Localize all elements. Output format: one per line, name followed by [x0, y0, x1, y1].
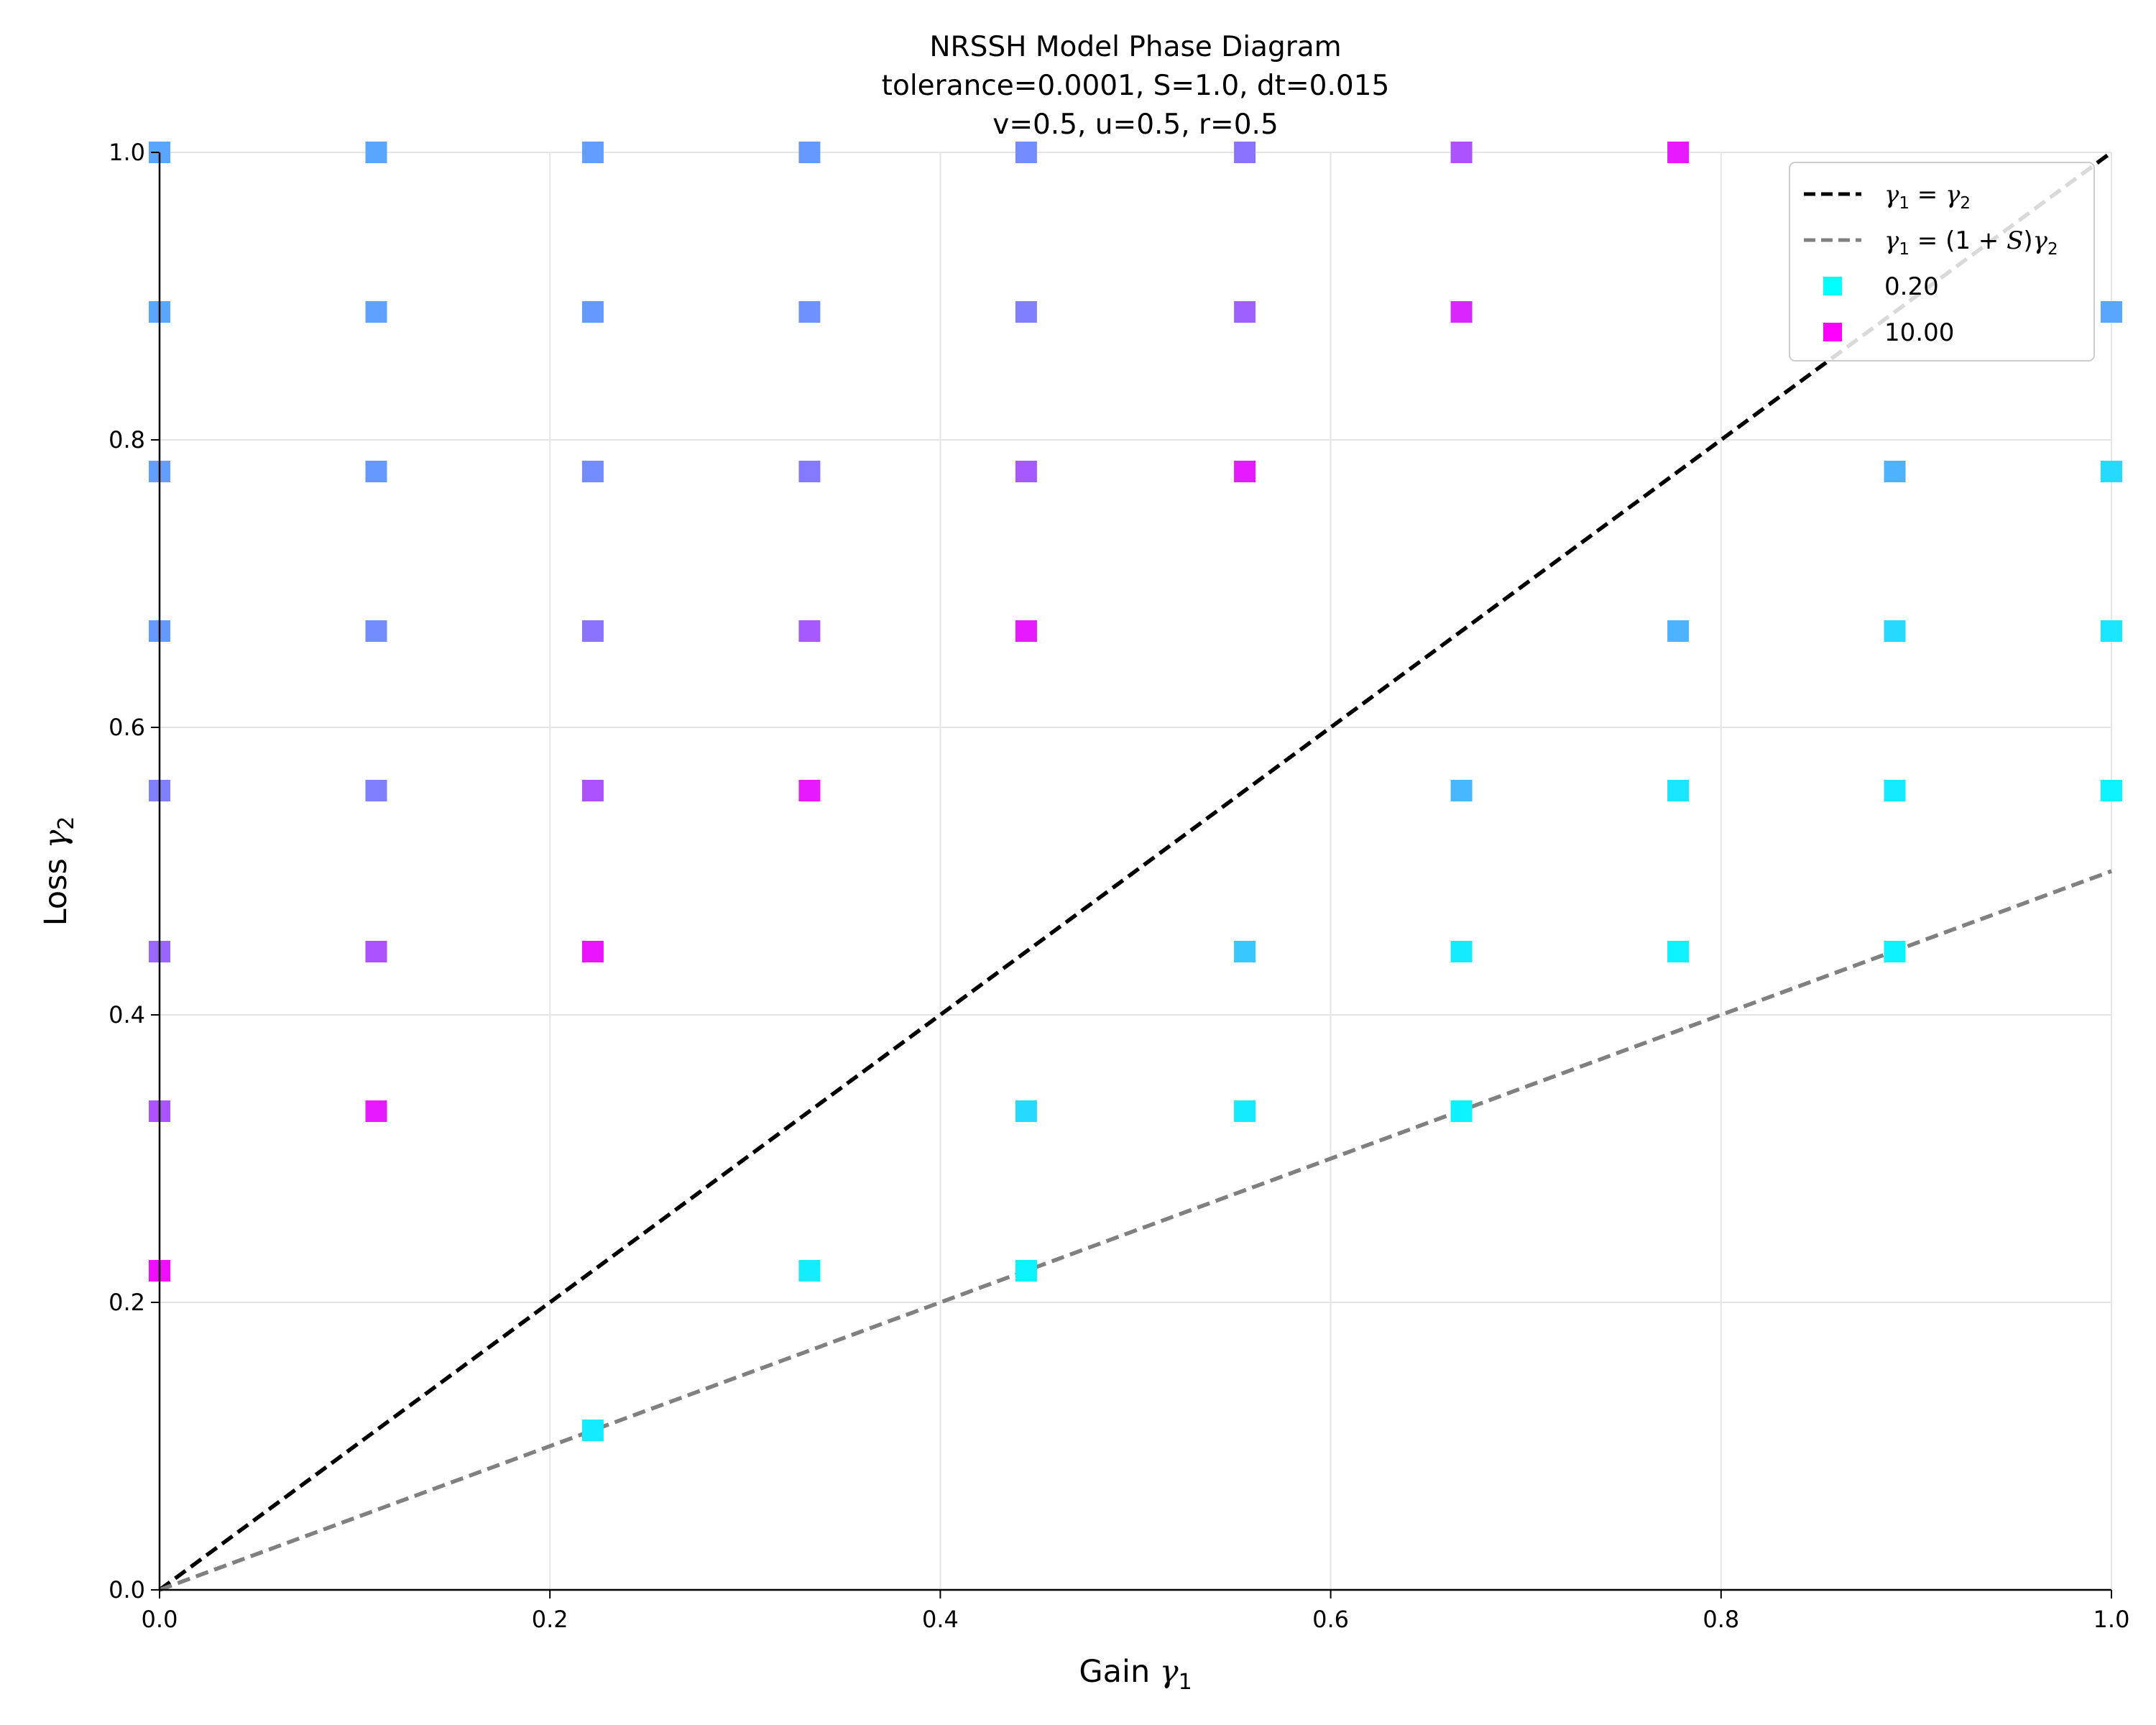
data-point: [1234, 301, 1256, 323]
data-point: [1884, 780, 1906, 801]
data-point: [2101, 301, 2122, 323]
data-point: [1667, 142, 1690, 163]
data-point: [365, 301, 387, 323]
legend: γ1 = γ2 γ1 = (1 + S)γ2 0.20 10.00: [1789, 162, 2095, 362]
data-point: [798, 461, 821, 482]
data-point: [1234, 1100, 1256, 1122]
line-gamma1-equals-gamma2: [158, 150, 2113, 1592]
x-tick-label: 0.6: [1312, 1606, 1349, 1633]
y-axis-label: Loss γ2: [38, 816, 79, 926]
legend-label-scaled: γ1 = (1 + S)γ2: [1884, 226, 2058, 259]
y-ticks: 0.0 0.2 0.4 0.6 0.8 1.0: [109, 139, 160, 1604]
legend-marker-low: [1823, 277, 1842, 295]
data-point: [1667, 941, 1690, 962]
data-point: [365, 780, 387, 801]
data-point: [365, 941, 387, 962]
legend-label-equal: γ1 = γ2: [1884, 180, 1971, 213]
data-point: [581, 301, 604, 323]
data-point: [1450, 142, 1473, 163]
x-tick-label: 0.4: [922, 1606, 959, 1633]
y-tick-label: 0.2: [109, 1289, 145, 1316]
data-point: [2101, 780, 2122, 801]
y-tick-label: 1.0: [109, 139, 145, 166]
y-tick-label: 0.6: [109, 714, 145, 741]
data-point: [798, 620, 821, 642]
x-axis-label: Gain γ1: [1079, 1654, 1192, 1695]
data-point: [365, 620, 387, 642]
data-point: [1234, 461, 1256, 482]
legend-label-high: 10.00: [1884, 318, 1954, 347]
data-point: [1450, 1100, 1473, 1122]
data-point: [581, 780, 604, 801]
data-point: [2101, 461, 2122, 482]
data-point: [798, 1260, 821, 1282]
data-point: [581, 461, 604, 482]
data-point: [581, 620, 604, 642]
y-tick-label: 0.0: [109, 1576, 145, 1604]
chart-subtitle-line-1: tolerance=0.0001, S=1.0, dt=0.015: [882, 70, 1390, 102]
data-point: [798, 142, 821, 163]
x-tick-label: 0.8: [1703, 1606, 1739, 1633]
y-tick-label: 0.4: [109, 1001, 145, 1029]
y-tick-label: 0.8: [109, 426, 145, 454]
data-point: [1450, 301, 1473, 323]
chart-title: NRSSH Model Phase Diagram: [929, 31, 1341, 63]
data-point: [2101, 620, 2122, 642]
data-point: [1450, 941, 1473, 962]
data-point: [1667, 620, 1690, 642]
x-ticks: 0.0 0.2 0.4 0.6 0.8 1.0: [142, 1590, 2130, 1633]
data-point: [1667, 780, 1690, 801]
data-point: [1015, 461, 1037, 482]
legend-marker-high: [1823, 323, 1842, 341]
data-point: [1884, 461, 1906, 482]
data-point: [581, 1420, 604, 1441]
data-point: [1015, 620, 1037, 642]
data-point: [1015, 1260, 1037, 1282]
chart-subtitle-line-2: v=0.5, u=0.5, r=0.5: [992, 109, 1279, 141]
data-point: [365, 461, 387, 482]
data-point: [1015, 301, 1037, 323]
data-point: [1884, 620, 1906, 642]
data-point: [798, 301, 821, 323]
legend-label-low: 0.20: [1884, 272, 1939, 301]
data-point: [1015, 142, 1037, 163]
x-tick-label: 0.0: [142, 1606, 178, 1633]
data-point: [581, 142, 604, 163]
data-point: [1015, 1100, 1037, 1122]
data-point: [1234, 142, 1256, 163]
reference-lines: [158, 150, 2113, 1592]
line-gamma1-equals-1plusS-gamma2: [159, 869, 2112, 1592]
data-point: [365, 142, 387, 163]
x-tick-label: 1.0: [2093, 1606, 2130, 1633]
data-point: [1884, 941, 1906, 962]
data-point: [798, 780, 821, 801]
data-point: [1234, 941, 1256, 962]
data-point: [1450, 780, 1473, 801]
data-point: [365, 1100, 387, 1122]
data-point: [581, 941, 604, 962]
x-tick-label: 0.2: [532, 1606, 568, 1633]
legend-box: [1789, 162, 2095, 362]
